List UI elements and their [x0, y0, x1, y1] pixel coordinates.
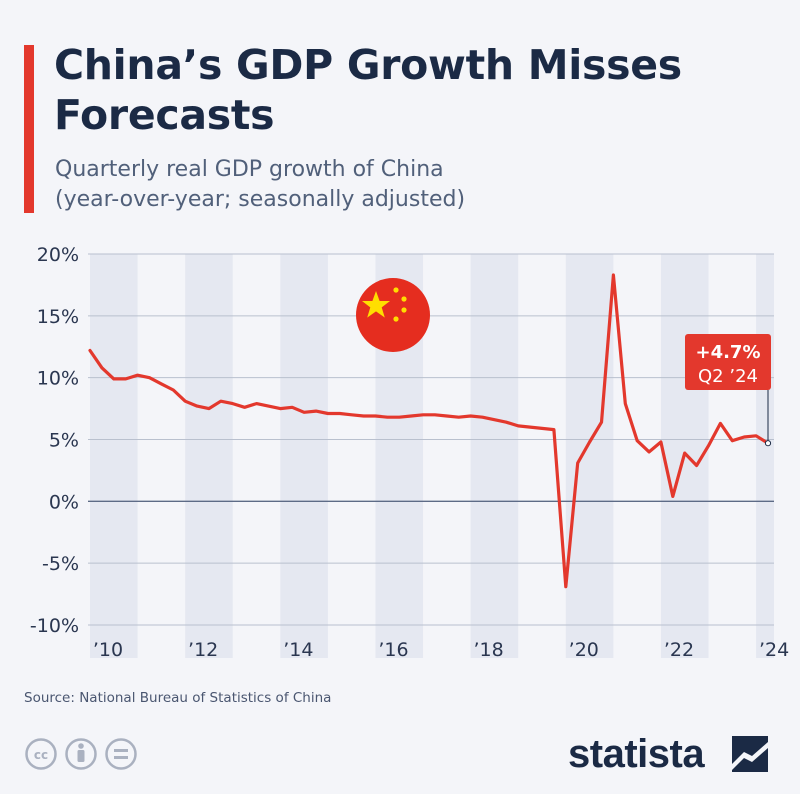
- y-tick-label: -10%: [30, 615, 79, 637]
- x-tick-label: ’10: [93, 639, 123, 661]
- year-bands: [90, 254, 774, 658]
- subtitle-line-1: Quarterly real GDP growth of China: [55, 157, 444, 182]
- cc-icon: cc: [25, 738, 57, 770]
- x-axis-ticks: ’10 ’12 ’14 ’16 ’18 ’20 ’22 ’24: [93, 639, 789, 661]
- gdp-growth-line: [88, 273, 770, 589]
- y-tick-label: 10%: [37, 368, 79, 390]
- source-note: Source: National Bureau of Statistics of…: [24, 690, 332, 706]
- year-band-2012: [185, 254, 233, 658]
- year-band-2024: [756, 254, 774, 658]
- china-flag-icon: [356, 278, 430, 352]
- year-band-2020: [565, 254, 614, 658]
- latest-value-callout: +4.7% Q2 ’24: [685, 334, 772, 447]
- x-tick-label: ’22: [664, 639, 694, 661]
- x-tick-label: ’18: [474, 639, 504, 661]
- x-tick-label: ’12: [188, 639, 218, 661]
- statista-mark-icon: [732, 736, 768, 772]
- callout-value-label: +4.7%: [695, 342, 760, 363]
- y-tick-label: 0%: [49, 491, 79, 513]
- callout-period-label: Q2 ’24: [698, 366, 758, 387]
- title-accent-bar: [24, 45, 34, 213]
- chart-title: China’s GDP Growth Misses Forecasts: [54, 41, 682, 139]
- y-tick-label: -5%: [42, 553, 79, 575]
- logo-wordmark: statista: [568, 732, 705, 776]
- year-band-2014: [280, 254, 328, 658]
- y-tick-label: 20%: [37, 244, 79, 266]
- x-tick-label: ’20: [569, 639, 599, 661]
- y-tick-label: 5%: [49, 430, 79, 452]
- license-icons: cc: [24, 734, 164, 778]
- x-tick-label: ’16: [378, 639, 408, 661]
- gridlines: [88, 253, 774, 626]
- year-band-2018: [470, 254, 519, 658]
- x-tick-label: ’14: [283, 639, 313, 661]
- y-axis-ticks: 20% 15% 10% 5% 0% -5% -10%: [30, 244, 79, 637]
- year-band-2010: [90, 254, 138, 658]
- statista-logo: statista: [568, 726, 778, 782]
- subtitle-line-2: (year-over-year; seasonally adjusted): [55, 187, 466, 212]
- gdp-line-chart: 20%15%10%5%0%-5%-10% ’10’12’14’16’18’20’…: [30, 244, 789, 661]
- y-tick-label: 15%: [37, 306, 79, 328]
- svg-text:cc: cc: [34, 748, 48, 762]
- chart-subtitle: Quarterly real GDP growth of China (year…: [55, 155, 775, 215]
- by-icon: [65, 738, 97, 770]
- x-tick-label: ’24: [759, 639, 789, 661]
- nd-icon: [105, 738, 137, 770]
